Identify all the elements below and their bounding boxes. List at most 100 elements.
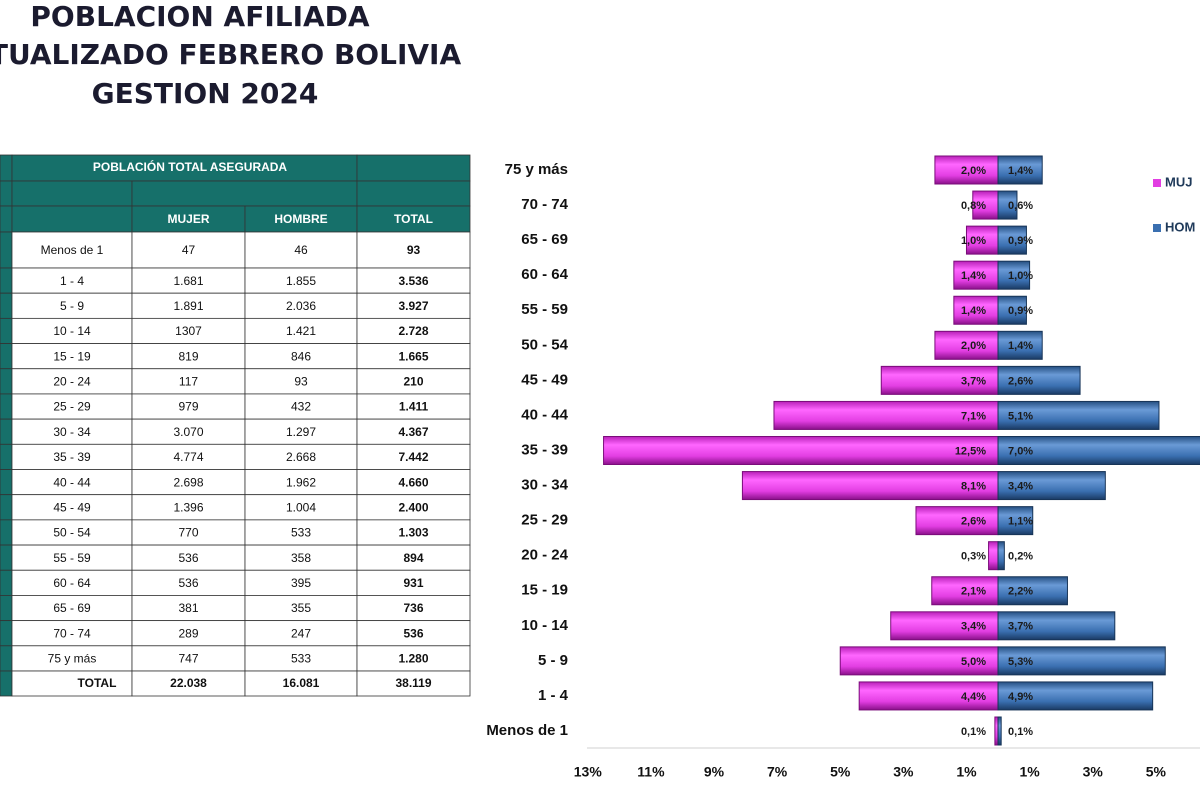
x-tick-label: 1% xyxy=(956,764,977,780)
table-cell xyxy=(356,569,471,596)
bar xyxy=(988,541,999,571)
y-tick-label: 70 - 74 xyxy=(521,196,568,213)
bar xyxy=(997,260,1031,290)
bar xyxy=(741,471,999,501)
bar xyxy=(603,436,999,465)
y-tick-label: 1 - 4 xyxy=(538,687,569,704)
value-label: 4,4% xyxy=(961,691,986,703)
table-cell xyxy=(244,620,358,647)
table-cell-text: 931 xyxy=(403,576,423,590)
table-cell xyxy=(244,368,358,395)
x-tick-label: 3% xyxy=(1083,764,1104,780)
table-cell-text: 7.442 xyxy=(398,450,428,464)
table-cell xyxy=(356,519,471,546)
chart: 13% 11% 9% 7% 5% 3% 1% 1% 3% 5% Menos de 1 1 - 4 5 -… xyxy=(486,155,1200,780)
value-label: 12,5% xyxy=(955,445,986,457)
value-label: 2,1% xyxy=(961,586,986,598)
table-cell-text: 50 - 54 xyxy=(53,526,91,540)
bar xyxy=(997,295,1027,325)
table-cell xyxy=(11,620,133,647)
table-cell-text: 846 xyxy=(291,349,311,363)
table-cell xyxy=(11,645,133,672)
table-cell xyxy=(0,418,13,445)
table-cell xyxy=(244,519,358,546)
value-label: 1,0% xyxy=(961,235,986,247)
table-cell-text: 65 - 69 xyxy=(53,601,91,615)
table-cell-text: 2.400 xyxy=(398,500,428,514)
x-tick-label: 7% xyxy=(767,764,788,780)
bar xyxy=(997,506,1034,536)
table-cell-text: 432 xyxy=(291,400,311,414)
table-cell-text: 247 xyxy=(291,626,311,640)
y-tick-label: 45 - 49 xyxy=(521,371,568,388)
table-cell xyxy=(11,292,133,319)
value-label: 1,4% xyxy=(1008,165,1033,177)
table-total-text: TOTAL xyxy=(78,676,117,690)
table-cell xyxy=(0,292,13,319)
table-cell-text: 358 xyxy=(291,551,311,565)
table-cell xyxy=(356,267,471,294)
table-cell-text: 93 xyxy=(407,243,421,257)
table-cell xyxy=(11,443,133,470)
value-label: 5,3% xyxy=(1008,656,1033,668)
value-label: 7,1% xyxy=(961,410,986,422)
y-tick-label: 60 - 64 xyxy=(521,266,568,283)
y-tick-label: 50 - 54 xyxy=(521,336,568,353)
table-cell-text: 1.411 xyxy=(399,400,429,414)
table-cell xyxy=(11,544,133,571)
table: POBLACIÓN TOTAL ASEGURADA MUJER HOMBRE TOTA… xyxy=(0,154,471,697)
table-cell xyxy=(131,443,246,470)
value-label: 1,4% xyxy=(961,270,986,282)
y-tick-label: 75 y más xyxy=(505,161,568,178)
table-cell-text: 40 - 44 xyxy=(53,475,91,489)
title-line: GESTION 2024 xyxy=(92,77,319,110)
table-cell-text: 60 - 64 xyxy=(53,576,91,590)
table-cell-text: 736 xyxy=(403,601,423,615)
value-label: 0,2% xyxy=(1008,551,1033,563)
value-label: 7,0% xyxy=(1008,445,1033,457)
value-label: 1,1% xyxy=(1008,516,1033,528)
table-cell-text: 45 - 49 xyxy=(53,500,91,514)
table-cell-text: 2.668 xyxy=(286,450,316,464)
table-cell xyxy=(11,205,133,233)
table-cell xyxy=(244,393,358,420)
table-total-text: 22.038 xyxy=(170,676,207,690)
table-cell-text: 747 xyxy=(178,652,198,666)
table-cell xyxy=(131,292,246,319)
table-cell-text: 47 xyxy=(182,243,196,257)
table-cell xyxy=(356,231,471,269)
bar xyxy=(997,225,1027,255)
y-tick-label: 30 - 34 xyxy=(521,477,568,494)
table-cell-text: 979 xyxy=(178,400,198,414)
table-cell-text: 1.004 xyxy=(286,500,316,514)
table-cell xyxy=(11,180,133,207)
table-cell-text: 4.367 xyxy=(398,425,428,439)
value-label: 0,1% xyxy=(961,726,986,738)
value-label: 1,0% xyxy=(1008,270,1033,282)
table-cell xyxy=(131,205,246,233)
table-cell-text: 93 xyxy=(294,375,308,389)
table-cell xyxy=(356,154,471,182)
table-cell-text: 533 xyxy=(291,652,311,666)
table-cell-text: 355 xyxy=(291,601,311,615)
table-cell xyxy=(11,670,133,697)
y-tick-label: 40 - 44 xyxy=(521,406,568,423)
x-tick-label: 5% xyxy=(830,764,851,780)
table-cell-text: 1.665 xyxy=(398,349,428,363)
table-cell xyxy=(356,393,471,420)
bar xyxy=(997,400,1160,430)
value-label: 3,7% xyxy=(961,375,986,387)
y-tick-label: 5 - 9 xyxy=(538,652,568,669)
value-label: 0,9% xyxy=(1008,305,1033,317)
table-cell xyxy=(11,267,133,294)
y-tick-label: 65 - 69 xyxy=(521,231,568,248)
table-cell-text: 1307 xyxy=(175,324,202,338)
legend-label: MUJ xyxy=(1165,174,1192,189)
table-cell xyxy=(244,267,358,294)
table-cell xyxy=(0,519,13,546)
table-cell-text: 533 xyxy=(291,526,311,540)
value-label: 0,6% xyxy=(1008,200,1033,212)
value-label: 5,0% xyxy=(961,656,986,668)
x-tick-label: 9% xyxy=(704,764,725,780)
table-cell-text: 5 - 9 xyxy=(60,299,84,313)
